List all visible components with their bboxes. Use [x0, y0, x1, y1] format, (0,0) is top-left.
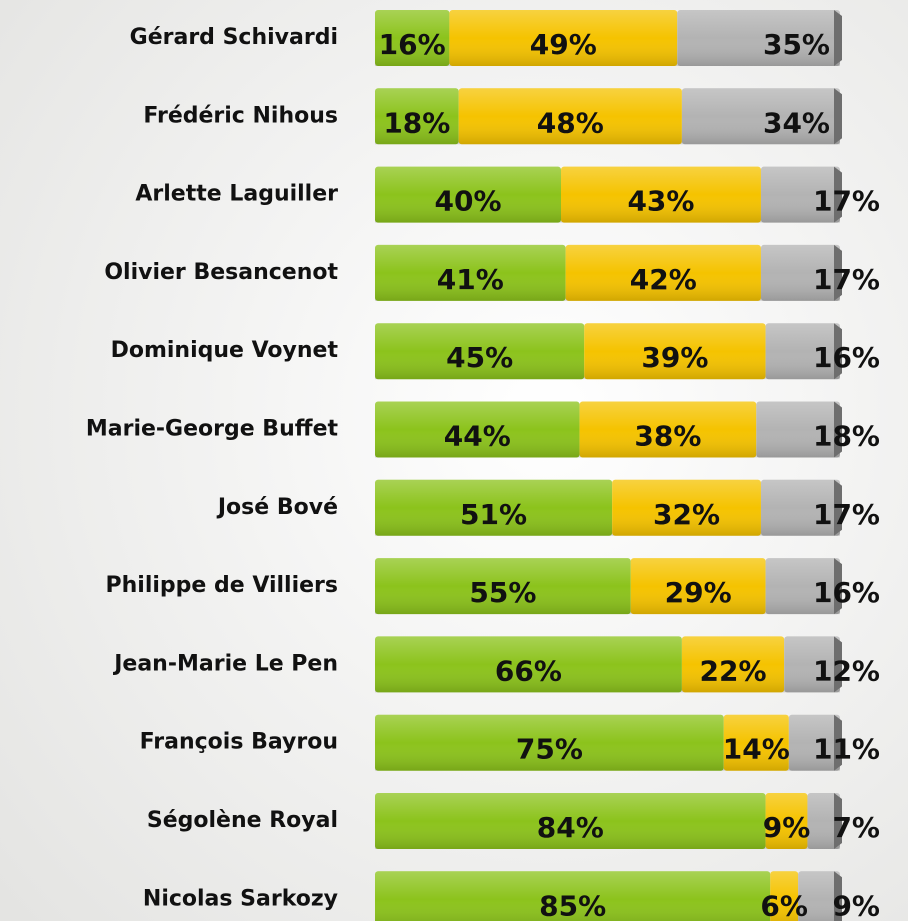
bar-shade — [760, 166, 840, 223]
category-label: Philippe de Villiers — [106, 573, 338, 598]
bar-shade — [375, 479, 613, 536]
category-label: Gérard Schivardi — [130, 25, 338, 50]
bar-cap — [834, 636, 842, 693]
bar-shade — [756, 401, 840, 458]
value-label: 44% — [444, 420, 511, 453]
bar-shade — [375, 244, 566, 301]
bar-shade — [561, 166, 761, 223]
value-label: 12% — [813, 654, 880, 687]
bar-shade — [677, 10, 840, 66]
bar-shade — [798, 871, 840, 921]
value-label: 17% — [813, 185, 880, 218]
value-label: 48% — [537, 106, 604, 139]
bar-shade — [760, 479, 840, 536]
value-label: 55% — [469, 576, 536, 609]
value-label: 9% — [763, 811, 811, 844]
bar-cap — [834, 793, 842, 849]
value-label: 38% — [634, 420, 701, 453]
bar-shade — [765, 323, 840, 380]
bar-shade — [788, 714, 840, 771]
bar-cap — [834, 714, 842, 771]
bar-shade — [375, 88, 459, 145]
value-label: 41% — [437, 263, 504, 296]
bar-cap — [834, 88, 842, 145]
value-label: 32% — [653, 498, 720, 531]
bar-shade — [584, 323, 766, 380]
value-label: 18% — [813, 420, 880, 453]
value-label: 14% — [723, 733, 790, 766]
bar-shade — [375, 323, 585, 380]
value-label: 6% — [760, 889, 808, 921]
value-label: 51% — [460, 498, 527, 531]
bar-shade — [375, 10, 450, 66]
category-label: Frédéric Nihous — [143, 103, 338, 128]
bar-shade — [630, 558, 766, 615]
bar-cap — [834, 479, 842, 536]
bar-cap — [834, 10, 842, 66]
category-label: Arlette Laguiller — [135, 182, 338, 207]
value-label: 29% — [665, 576, 732, 609]
value-label: 84% — [537, 811, 604, 844]
category-label: François Bayrou — [140, 730, 338, 755]
category-label: Ségolène Royal — [147, 808, 338, 833]
bar-cap — [834, 323, 842, 380]
value-label: 17% — [813, 263, 880, 296]
category-label: Nicolas Sarkozy — [143, 886, 338, 911]
bar-shade — [375, 636, 682, 693]
bar-shade — [770, 871, 799, 921]
value-label: 42% — [630, 263, 697, 296]
value-label: 34% — [763, 106, 830, 139]
bar-shade — [458, 88, 682, 145]
bar-shade — [375, 166, 561, 223]
value-label: 17% — [813, 498, 880, 531]
value-label: 16% — [813, 341, 880, 374]
bar-shade — [375, 714, 724, 771]
category-label: Marie-George Buffet — [86, 417, 339, 442]
value-label: 16% — [813, 576, 880, 609]
value-label: 9% — [832, 889, 880, 921]
value-label: 40% — [434, 185, 501, 218]
bar-cap — [834, 401, 842, 458]
value-label: 11% — [813, 733, 880, 766]
bar-cap — [834, 244, 842, 301]
bar-shade — [681, 636, 785, 693]
bar-shade — [765, 793, 808, 849]
bar-shade — [612, 479, 761, 536]
value-label: 43% — [627, 185, 694, 218]
bar-shade — [375, 401, 580, 458]
value-label: 39% — [641, 341, 708, 374]
value-label: 35% — [763, 28, 830, 61]
value-label: 7% — [832, 811, 880, 844]
value-label: 18% — [383, 106, 450, 139]
bar-shade — [449, 10, 678, 66]
category-label: José Bové — [216, 495, 338, 520]
bar-cap — [834, 871, 842, 921]
category-label: Dominique Voynet — [111, 338, 339, 363]
bar-shade — [760, 244, 840, 301]
value-label: 85% — [539, 889, 606, 921]
category-label: Jean-Marie Le Pen — [112, 651, 338, 676]
value-label: 22% — [700, 654, 767, 687]
bar-cap — [834, 166, 842, 223]
bar-cap — [834, 558, 842, 615]
bar-shade — [565, 244, 761, 301]
value-label: 75% — [516, 733, 583, 766]
value-label: 45% — [446, 341, 513, 374]
value-label: 66% — [495, 654, 562, 687]
bar-shade — [765, 558, 840, 615]
bar-shade — [681, 88, 840, 145]
bar-shade — [375, 558, 631, 615]
bar-shade — [375, 793, 766, 849]
value-label: 49% — [530, 28, 597, 61]
bar-shade — [723, 714, 789, 771]
bar-shade — [784, 636, 840, 693]
value-label: 16% — [379, 28, 446, 61]
category-label: Olivier Besancenot — [104, 260, 338, 285]
bar-shade — [375, 871, 771, 921]
bar-shade — [579, 401, 757, 458]
